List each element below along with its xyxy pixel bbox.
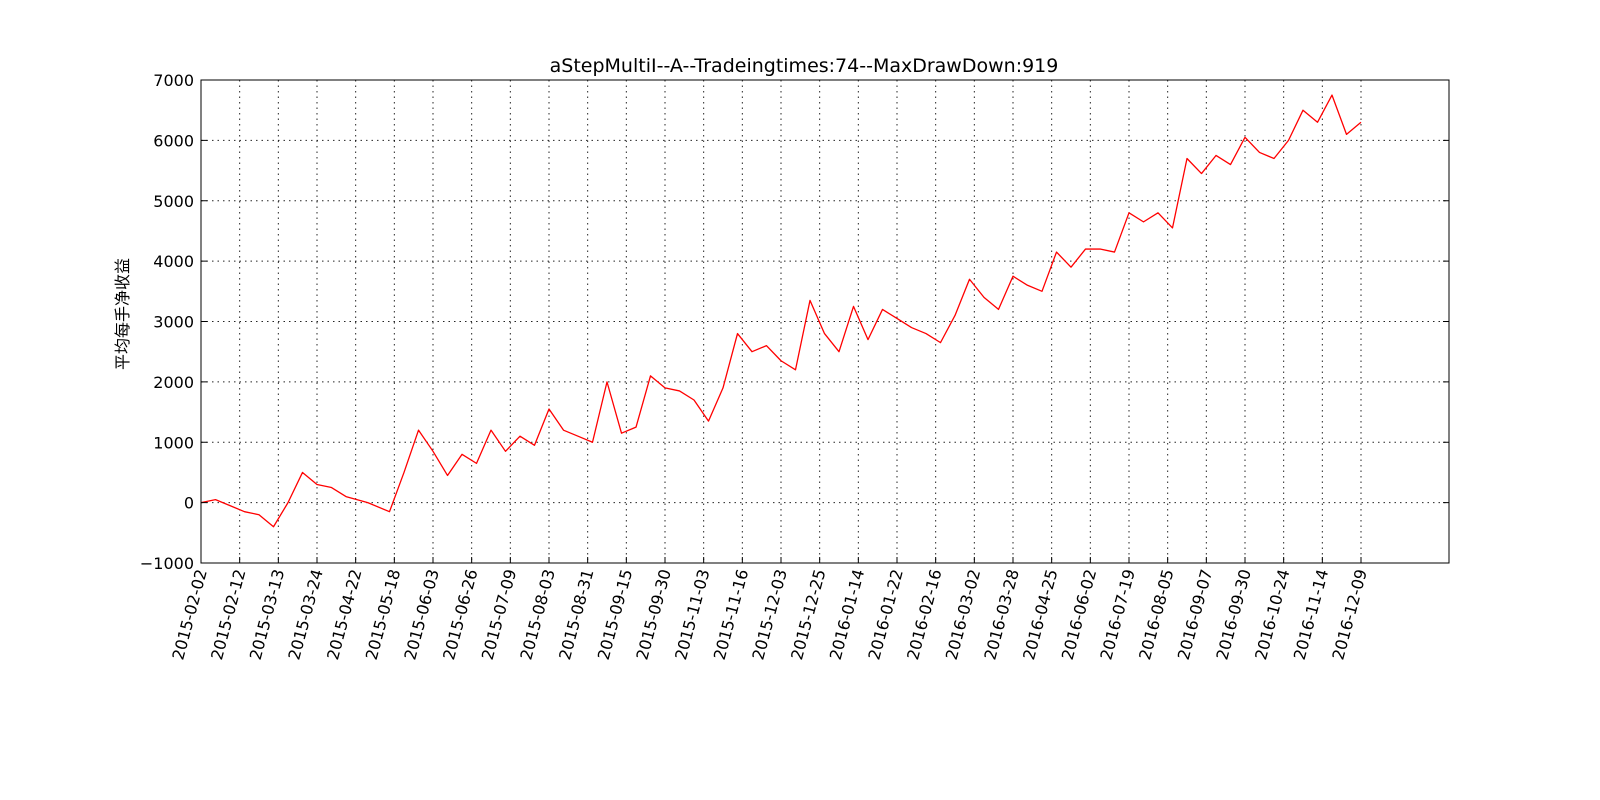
x-tick-label: 2015-02-02 [168, 567, 210, 662]
series-line [200, 94, 1362, 528]
x-tick-label: 2016-09-07 [1174, 567, 1216, 662]
y-axis-label: 平均每手净收益 [113, 258, 132, 370]
x-tick-label: 2016-04-25 [1019, 567, 1061, 662]
x-tick-label: 2015-08-03 [516, 567, 558, 662]
x-tick-label: 2015-03-13 [246, 567, 288, 662]
y-tick-label: 2000 [153, 373, 194, 392]
y-tick-label: 0 [184, 494, 194, 513]
x-tick-label: 2015-11-16 [710, 567, 752, 662]
y-tick-label: 5000 [153, 192, 194, 211]
series-line-group [200, 94, 1362, 528]
x-tick-label: 2015-02-12 [207, 567, 249, 662]
chart-title: aStepMultiI--A--Tradeingtimes:74--MaxDra… [550, 55, 1059, 77]
x-tick-label: 2015-08-31 [555, 567, 597, 662]
x-tick-label: 2015-11-03 [671, 567, 713, 662]
y-tick-label: 3000 [153, 313, 194, 332]
x-tick-label: 2015-09-30 [632, 567, 674, 662]
y-tick-label: −1000 [140, 554, 194, 573]
x-tick-label: 2016-01-14 [826, 567, 868, 662]
x-tick-label: 2015-12-03 [748, 567, 790, 662]
x-tick-label: 2016-03-28 [980, 567, 1022, 662]
x-tick-label: 2015-04-22 [323, 567, 365, 662]
x-tick-label: 2015-06-03 [400, 567, 442, 662]
x-tick-label: 2016-06-02 [1058, 567, 1100, 662]
x-axis-ticks: 2015-02-022015-02-122015-03-132015-03-24… [168, 557, 1371, 662]
x-tick-label: 2016-11-14 [1290, 567, 1332, 662]
grid-lines [201, 80, 1449, 563]
x-tick-label: 2015-06-26 [439, 567, 481, 662]
x-tick-label: 2016-03-02 [942, 567, 984, 662]
x-tick-label: 2015-03-24 [284, 567, 326, 662]
y-tick-label: 6000 [153, 131, 194, 150]
x-tick-label: 2016-12-09 [1328, 567, 1370, 662]
y-axis-ticks: −1000 0 1000 2000 3000 4000 5000 6000 7000 [140, 71, 1449, 573]
x-tick-label: 2015-05-18 [362, 567, 404, 662]
x-tick-label: 2016-08-05 [1135, 567, 1177, 662]
x-tick-label: 2016-01-22 [864, 567, 906, 662]
y-tick-label: 1000 [153, 433, 194, 452]
x-tick-label: 2015-12-25 [787, 567, 829, 662]
y-tick-label: 4000 [153, 252, 194, 271]
x-tick-label: 2016-02-16 [903, 567, 945, 662]
x-tick-label: 2016-09-30 [1212, 567, 1254, 662]
x-tick-label: 2016-07-19 [1096, 567, 1138, 662]
x-tick-label: 2016-10-24 [1251, 567, 1293, 662]
y-tick-label: 7000 [153, 71, 194, 90]
x-tick-label: 2015-07-09 [478, 567, 520, 662]
x-tick-label: 2015-09-15 [594, 567, 636, 662]
